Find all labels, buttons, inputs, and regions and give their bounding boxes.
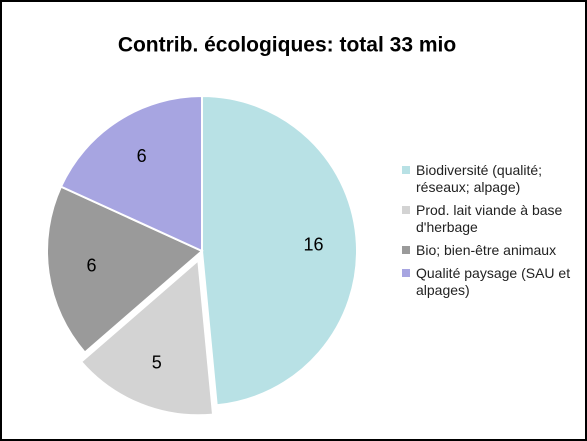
legend-item: Biodiversité (qualité; réseaux; alpage) <box>402 162 587 196</box>
legend-label: Biodiversité (qualité; réseaux; alpage) <box>416 162 543 195</box>
legend-item: Prod. lait viande à base d'herbage <box>402 202 587 236</box>
legend-label: Prod. lait viande à base d'herbage <box>416 202 563 235</box>
data-label: 5 <box>152 353 162 373</box>
legend-label: Bio; bien-être animaux <box>416 242 557 258</box>
legend: Biodiversité (qualité; réseaux; alpage) P… <box>402 162 587 305</box>
pie-slice <box>46 185 204 354</box>
pie-slice <box>59 94 203 253</box>
legend-swatch <box>402 269 410 277</box>
pie-slice <box>201 94 358 407</box>
pie-slice <box>79 258 215 417</box>
data-label: 16 <box>303 234 323 254</box>
legend-label: Qualité paysage (SAU et alpages) <box>416 265 571 298</box>
data-label: 6 <box>87 256 97 276</box>
legend-swatch <box>402 246 410 254</box>
legend-item: Bio; bien-être animaux <box>402 242 587 259</box>
legend-swatch <box>402 206 410 214</box>
data-label: 6 <box>137 146 147 166</box>
chart-title: Contrib. écologiques: total 33 mio <box>118 34 456 57</box>
legend-item: Qualité paysage (SAU et alpages) <box>402 265 587 299</box>
legend-swatch <box>402 166 410 174</box>
